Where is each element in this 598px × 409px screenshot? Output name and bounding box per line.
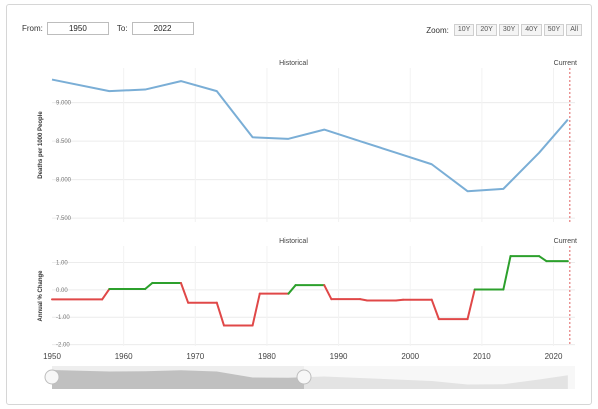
data-point[interactable] <box>285 136 291 142</box>
change-segment <box>287 284 297 295</box>
current-label: Current <box>554 60 577 67</box>
x-tick-label: 2000 <box>401 352 419 361</box>
y-tick-label: -1.00 <box>56 315 70 321</box>
chart-frame <box>6 4 592 405</box>
data-point[interactable] <box>250 134 256 140</box>
x-tick-label: 2010 <box>473 352 491 361</box>
data-point[interactable] <box>142 87 148 93</box>
change-segment <box>179 281 190 304</box>
y-tick-label: 0.00 <box>56 288 68 294</box>
data-point[interactable] <box>465 188 471 194</box>
x-tick-label: 1950 <box>43 352 61 361</box>
navigator-right-handle[interactable] <box>296 369 312 385</box>
navigator-unselected-mask <box>304 366 575 389</box>
date-range-control: From: To: <box>22 22 202 35</box>
data-point[interactable] <box>565 117 571 123</box>
change-segment <box>215 301 225 327</box>
navigator-left-handle[interactable] <box>44 369 60 385</box>
change-segment <box>323 284 333 301</box>
y-tick-label: 7.500 <box>56 216 72 222</box>
y-axis-label-change: Annual % Change <box>38 270 44 322</box>
zoom-40y-button[interactable]: 40Y <box>521 24 542 36</box>
change-segment <box>502 255 512 291</box>
change-segment <box>430 298 440 321</box>
y-tick-label: -2.00 <box>56 343 70 349</box>
to-label: To: <box>116 24 128 33</box>
zoom-all-button[interactable]: All <box>566 24 582 36</box>
change-segment <box>394 298 405 302</box>
change-segment <box>359 298 369 302</box>
data-point[interactable] <box>429 161 435 167</box>
y-axis-label-deaths: Deaths per 1000 People <box>38 111 44 179</box>
zoom-label: Zoom: <box>426 25 449 35</box>
data-point[interactable] <box>106 88 112 94</box>
change-segment <box>144 281 154 291</box>
x-tick-label: 1960 <box>115 352 133 361</box>
data-point[interactable] <box>393 150 399 156</box>
data-point[interactable] <box>536 150 542 156</box>
zoom-30y-button[interactable]: 30Y <box>498 24 520 36</box>
zoom-10y-button[interactable]: 10Y <box>453 24 475 36</box>
zoom-20y-button[interactable]: 20Y <box>476 24 497 36</box>
data-point[interactable] <box>357 138 363 144</box>
data-point[interactable] <box>178 78 184 84</box>
y-tick-label: 8.000 <box>56 178 72 184</box>
zoom-50y-button[interactable]: 50Y <box>543 24 565 36</box>
x-tick-label: 2020 <box>545 352 563 361</box>
from-label: From: <box>22 24 43 33</box>
data-point[interactable] <box>500 186 506 192</box>
data-point[interactable] <box>321 127 327 133</box>
panel-title: Historical <box>279 60 308 67</box>
to-input[interactable] <box>131 22 194 35</box>
zoom-control: Zoom: 10Y 20Y 30Y 40Y 50Y All <box>426 24 582 36</box>
change-segment <box>538 255 548 263</box>
x-tick-label: 1970 <box>186 352 204 361</box>
change-segment <box>101 288 111 301</box>
current-label: Current <box>554 238 577 245</box>
x-tick-label: 1980 <box>258 352 276 361</box>
y-tick-label: 1.00 <box>56 260 68 266</box>
from-input[interactable] <box>46 22 109 35</box>
y-tick-label: 8.500 <box>56 139 72 145</box>
panel-title: Historical <box>279 238 308 245</box>
data-point[interactable] <box>214 88 220 94</box>
y-tick-label: 9.000 <box>56 101 72 107</box>
x-tick-label: 1990 <box>330 352 348 361</box>
data-point[interactable] <box>49 77 55 83</box>
death-rate-line <box>51 78 569 193</box>
change-segment <box>466 288 476 321</box>
change-segment <box>251 292 261 327</box>
